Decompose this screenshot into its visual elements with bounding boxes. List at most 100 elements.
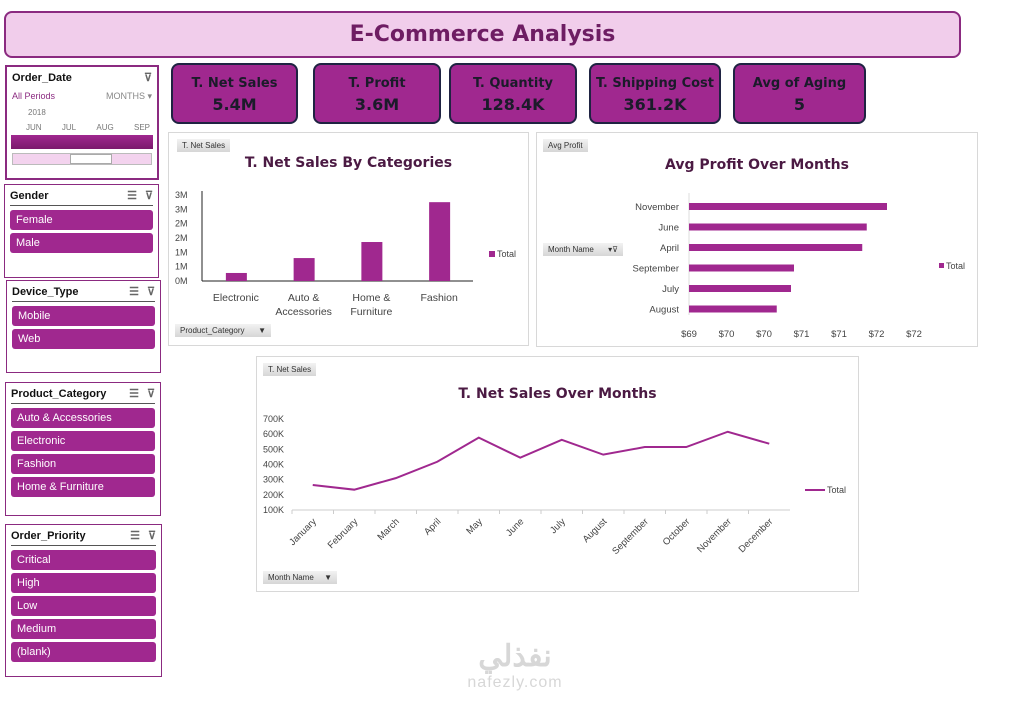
- legend-label: Total: [946, 261, 965, 271]
- y-tick-label: 100K: [263, 505, 284, 515]
- slicer-title: Gender: [10, 189, 49, 202]
- legend-swatch: [939, 263, 944, 268]
- bar: [689, 285, 791, 292]
- order-date-timeline[interactable]: Order_Date ⊽ All Periods MONTHS ▾ 2018 JU…: [5, 65, 159, 180]
- clear-filter-icon[interactable]: ⊽: [143, 72, 152, 84]
- y-tick-label: 200K: [263, 490, 284, 500]
- axis-button-label: Month Name: [548, 245, 594, 254]
- slicer-product-category: Product_Category ☰ ⊽ Auto & Accessories Elec…: [5, 382, 161, 516]
- x-tick-label: December: [737, 516, 776, 555]
- timeline-scrollbar[interactable]: [12, 153, 152, 165]
- net-sales-by-category-chart: T. Net Sales T. Net Sales By Categories …: [168, 132, 529, 346]
- x-tick-label: August: [581, 516, 610, 545]
- x-tick-label: Auto &: [288, 292, 320, 304]
- axis-button-product-category[interactable]: Product_Category ▼: [175, 324, 271, 337]
- y-tick-label: August: [649, 305, 679, 316]
- kpi-card: T. Net Sales 5.4M: [171, 63, 298, 124]
- y-tick-label: 600K: [263, 429, 284, 439]
- chart-title: Avg Profit Over Months: [665, 157, 849, 173]
- y-tick-label: 0M: [175, 276, 188, 286]
- series-line: [312, 430, 770, 491]
- x-tick-label: Home &: [352, 292, 390, 304]
- timeline-month: SEP: [133, 123, 150, 132]
- field-button-net-sales[interactable]: T. Net Sales: [177, 139, 231, 152]
- clear-filter-icon[interactable]: ⊽: [146, 286, 155, 298]
- slicer-item[interactable]: Fashion: [11, 454, 155, 474]
- kpi-value: 361.2K: [623, 95, 687, 114]
- kpi-value: 3.6M: [354, 95, 400, 114]
- axis-button-label: Product_Category: [180, 326, 245, 335]
- bar: [689, 264, 794, 272]
- multi-select-icon[interactable]: ☰: [129, 388, 139, 400]
- slicer-item[interactable]: Male: [10, 233, 153, 253]
- avg-profit-over-months-chart: Avg Profit Avg Profit Over Months Novemb…: [536, 132, 978, 347]
- bar: [689, 305, 777, 313]
- timeline-month: AUG: [96, 123, 114, 132]
- filter-icon: ▾⊽: [608, 245, 618, 254]
- y-tick-label: June: [658, 223, 679, 234]
- x-tick-label: March: [375, 516, 401, 542]
- clear-filter-icon[interactable]: ⊽: [146, 388, 155, 400]
- slicer-item[interactable]: Critical: [11, 550, 156, 570]
- slicer-item[interactable]: Mobile: [12, 306, 155, 326]
- clear-filter-icon[interactable]: ⊽: [147, 530, 156, 542]
- y-tick-label: 1M: [175, 262, 188, 272]
- y-tick-label: September: [633, 264, 679, 275]
- slicer-item[interactable]: Home & Furniture: [11, 477, 155, 497]
- kpi-value: 128.4K: [481, 95, 545, 114]
- field-button-avg-profit[interactable]: Avg Profit: [543, 139, 588, 152]
- legend-swatch: [489, 251, 495, 257]
- dashboard-title: E-Commerce Analysis: [4, 11, 961, 58]
- multi-select-icon[interactable]: ☰: [129, 286, 139, 298]
- timeline-title: Order_Date: [12, 71, 72, 84]
- x-tick-label: Electronic: [213, 292, 259, 304]
- x-tick-label: January: [287, 516, 319, 548]
- x-tick-label: February: [326, 516, 361, 551]
- slicer-item[interactable]: Web: [12, 329, 155, 349]
- slicer-item[interactable]: Medium: [11, 619, 156, 639]
- slicer-item[interactable]: Auto & Accessories: [11, 408, 155, 428]
- slicer-item[interactable]: Low: [11, 596, 156, 616]
- bar: [293, 258, 315, 281]
- y-tick-label: 2M: [175, 233, 188, 243]
- clear-filter-icon[interactable]: ⊽: [144, 190, 153, 202]
- x-tick-label: Fashion: [420, 292, 458, 304]
- slicer-item[interactable]: Electronic: [11, 431, 155, 451]
- watermark-logo: نفذلي nafezly.com: [467, 640, 563, 691]
- slicer-device-type: Device_Type ☰ ⊽ Mobile Web: [6, 280, 161, 373]
- kpi-card: T. Profit 3.6M: [313, 63, 441, 124]
- y-tick-label: 1M: [175, 247, 188, 257]
- x-tick-label: November: [695, 516, 734, 555]
- slicer-item[interactable]: Female: [10, 210, 153, 230]
- x-tick-label: October: [661, 516, 693, 548]
- x-tick-label: $72: [869, 329, 885, 340]
- y-tick-label: November: [635, 202, 679, 213]
- y-tick-label: 700K: [263, 414, 284, 424]
- slicer-item[interactable]: (blank): [11, 642, 156, 662]
- y-tick-label: July: [662, 284, 679, 295]
- legend-label: Total: [827, 485, 846, 495]
- slicer-item[interactable]: High: [11, 573, 156, 593]
- x-tick-label: $69: [681, 329, 697, 340]
- kpi-label: T. Profit: [348, 76, 406, 91]
- x-tick-label: Accessories: [275, 306, 332, 318]
- bar: [429, 202, 451, 281]
- bar: [689, 203, 887, 210]
- chart-title: T. Net Sales Over Months: [458, 386, 657, 402]
- axis-button-month-name[interactable]: Month Name ▾⊽: [543, 243, 623, 256]
- scroll-thumb[interactable]: [70, 154, 112, 164]
- time-level-dropdown[interactable]: MONTHS ▾: [105, 91, 152, 101]
- multi-select-icon[interactable]: ☰: [127, 190, 137, 202]
- bar: [361, 242, 383, 281]
- net-sales-over-months-chart: T. Net Sales T. Net Sales Over Months 10…: [256, 356, 859, 592]
- timeline-bar[interactable]: [11, 135, 153, 149]
- axis-button-month-name[interactable]: Month Name ▼: [263, 571, 337, 584]
- x-tick-label: September: [610, 516, 651, 557]
- kpi-card: Avg of Aging 5: [733, 63, 866, 124]
- field-button-net-sales[interactable]: T. Net Sales: [263, 363, 317, 376]
- bar: [689, 223, 867, 231]
- x-tick-label: July: [548, 516, 568, 536]
- multi-select-icon[interactable]: ☰: [130, 530, 140, 542]
- slicer-gender: Gender ☰ ⊽ Female Male: [4, 184, 159, 278]
- slicer-title: Order_Priority: [11, 529, 86, 542]
